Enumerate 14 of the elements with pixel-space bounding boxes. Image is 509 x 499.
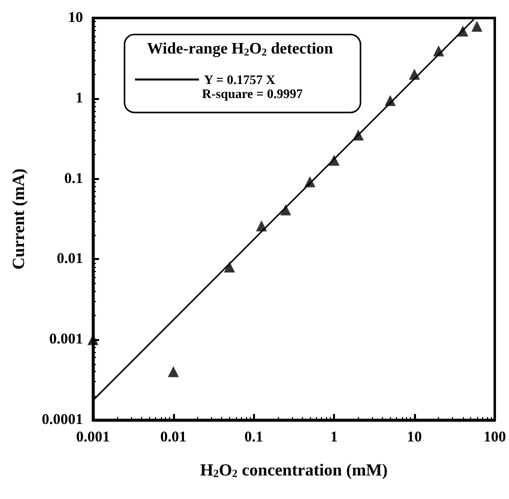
y-tick-label: 1 — [76, 90, 83, 106]
y-tick-label: 0.1 — [64, 170, 83, 187]
x-tick-label: 0.1 — [244, 430, 264, 446]
y-axis-title: Current (mA) — [9, 168, 28, 270]
y-tick-label: 0.01 — [56, 251, 83, 268]
y-tick-label: 0.001 — [49, 332, 83, 348]
x-tick-label: 0.01 — [160, 430, 186, 446]
annotation: R-square = 0.9997 — [202, 86, 304, 101]
y-tick-label: 0.0001 — [42, 412, 83, 428]
y-tick-label: 10 — [68, 10, 83, 26]
x-tick-label: 100 — [484, 430, 506, 446]
x-tick-label: 1 — [330, 430, 338, 446]
legend-label: Y = 0.1757 X — [204, 72, 276, 87]
x-tick-label: 10 — [406, 430, 422, 446]
